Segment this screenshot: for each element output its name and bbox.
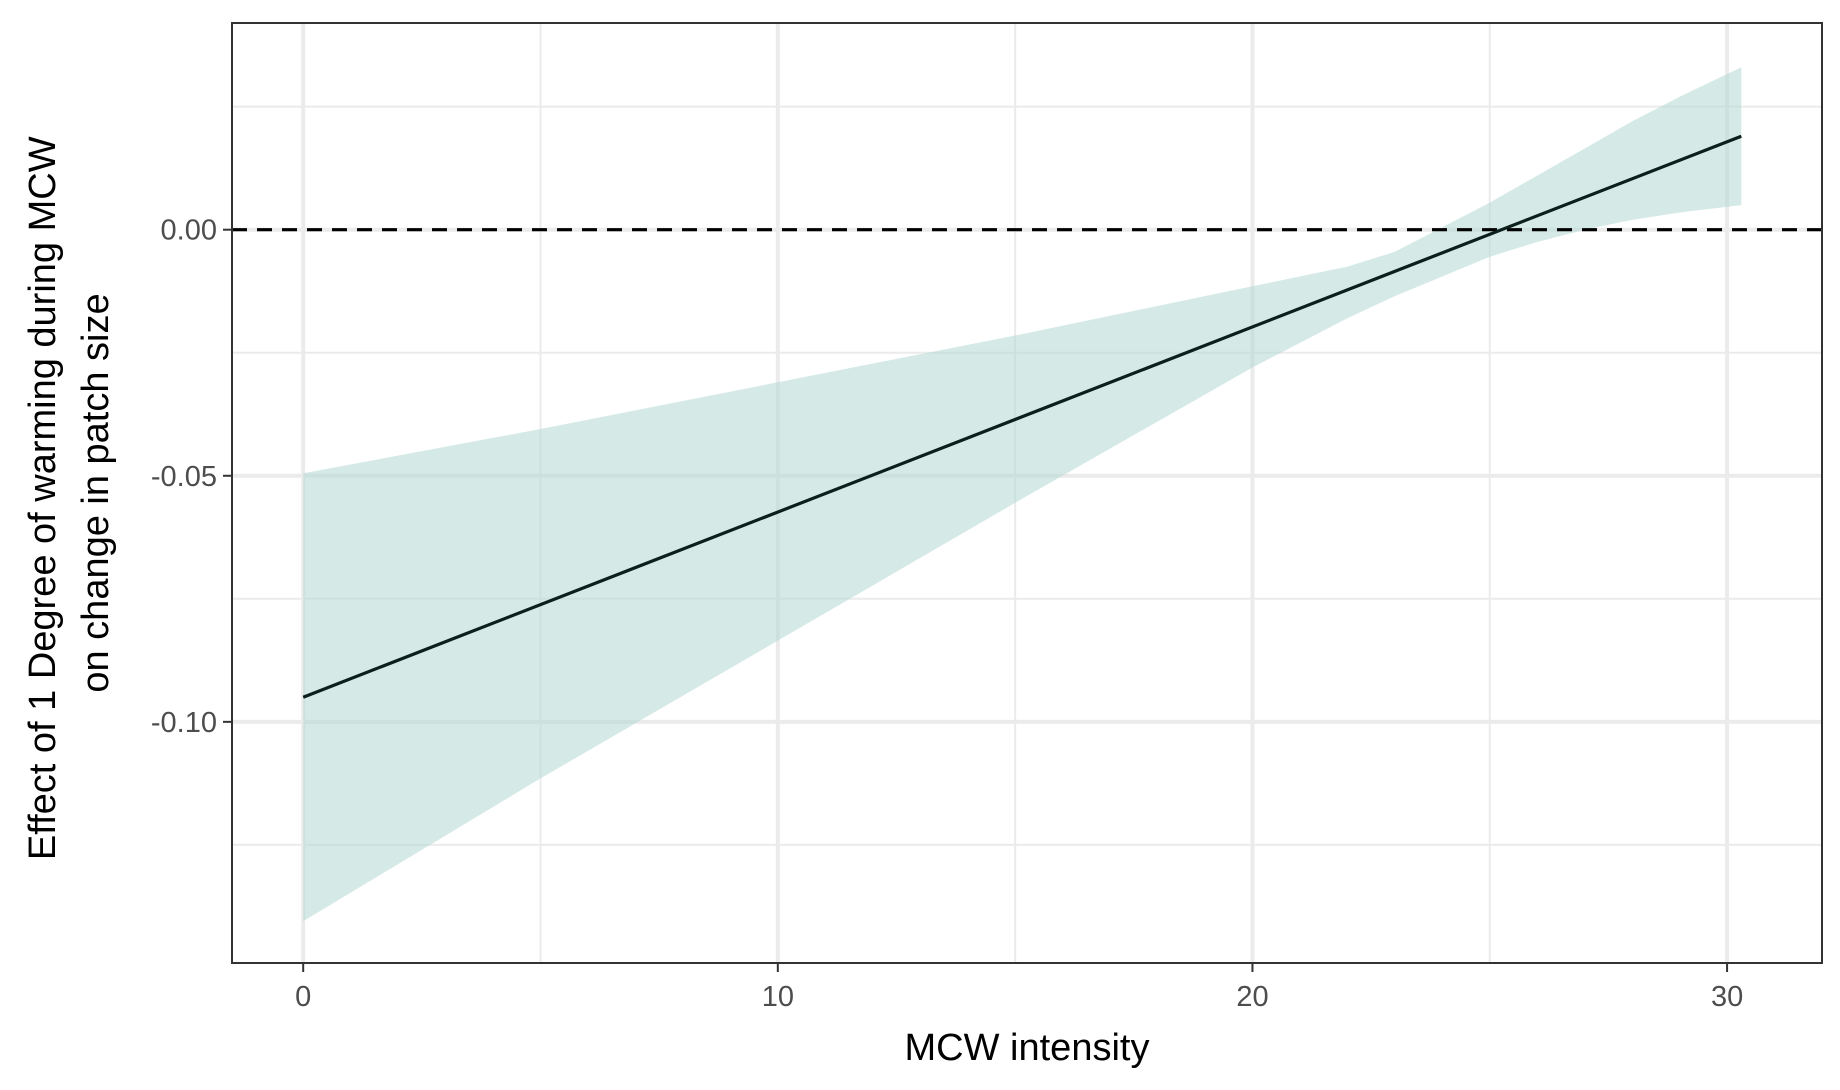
y-axis-title: Effect of 1 Degree of warming during MCW…	[22, 126, 117, 860]
y-tick-label-2: -0.10	[151, 707, 217, 739]
y-axis: 0.00 -0.05 -0.10	[151, 215, 232, 739]
panel-border	[231, 22, 1823, 964]
x-tick-label-2: 20	[1236, 981, 1268, 1013]
y-axis-title-line-2: on change in patch size	[75, 293, 117, 692]
series-line	[302, 134, 1742, 699]
x-tick-label-3: 30	[1711, 981, 1743, 1013]
x-axis: 0 10 20 30	[295, 963, 1743, 1013]
y-tick-label-0: 0.00	[161, 215, 217, 247]
confidence-ribbon	[303, 67, 1742, 922]
x-axis-title: MCW intensity	[905, 1027, 1150, 1069]
y-axis-title-line-1: Effect of 1 Degree of warming during MCW	[22, 136, 64, 860]
y-tick-label-1: -0.05	[151, 461, 217, 493]
x-tick-label-0: 0	[295, 981, 311, 1013]
x-tick-label-1: 10	[762, 981, 794, 1013]
